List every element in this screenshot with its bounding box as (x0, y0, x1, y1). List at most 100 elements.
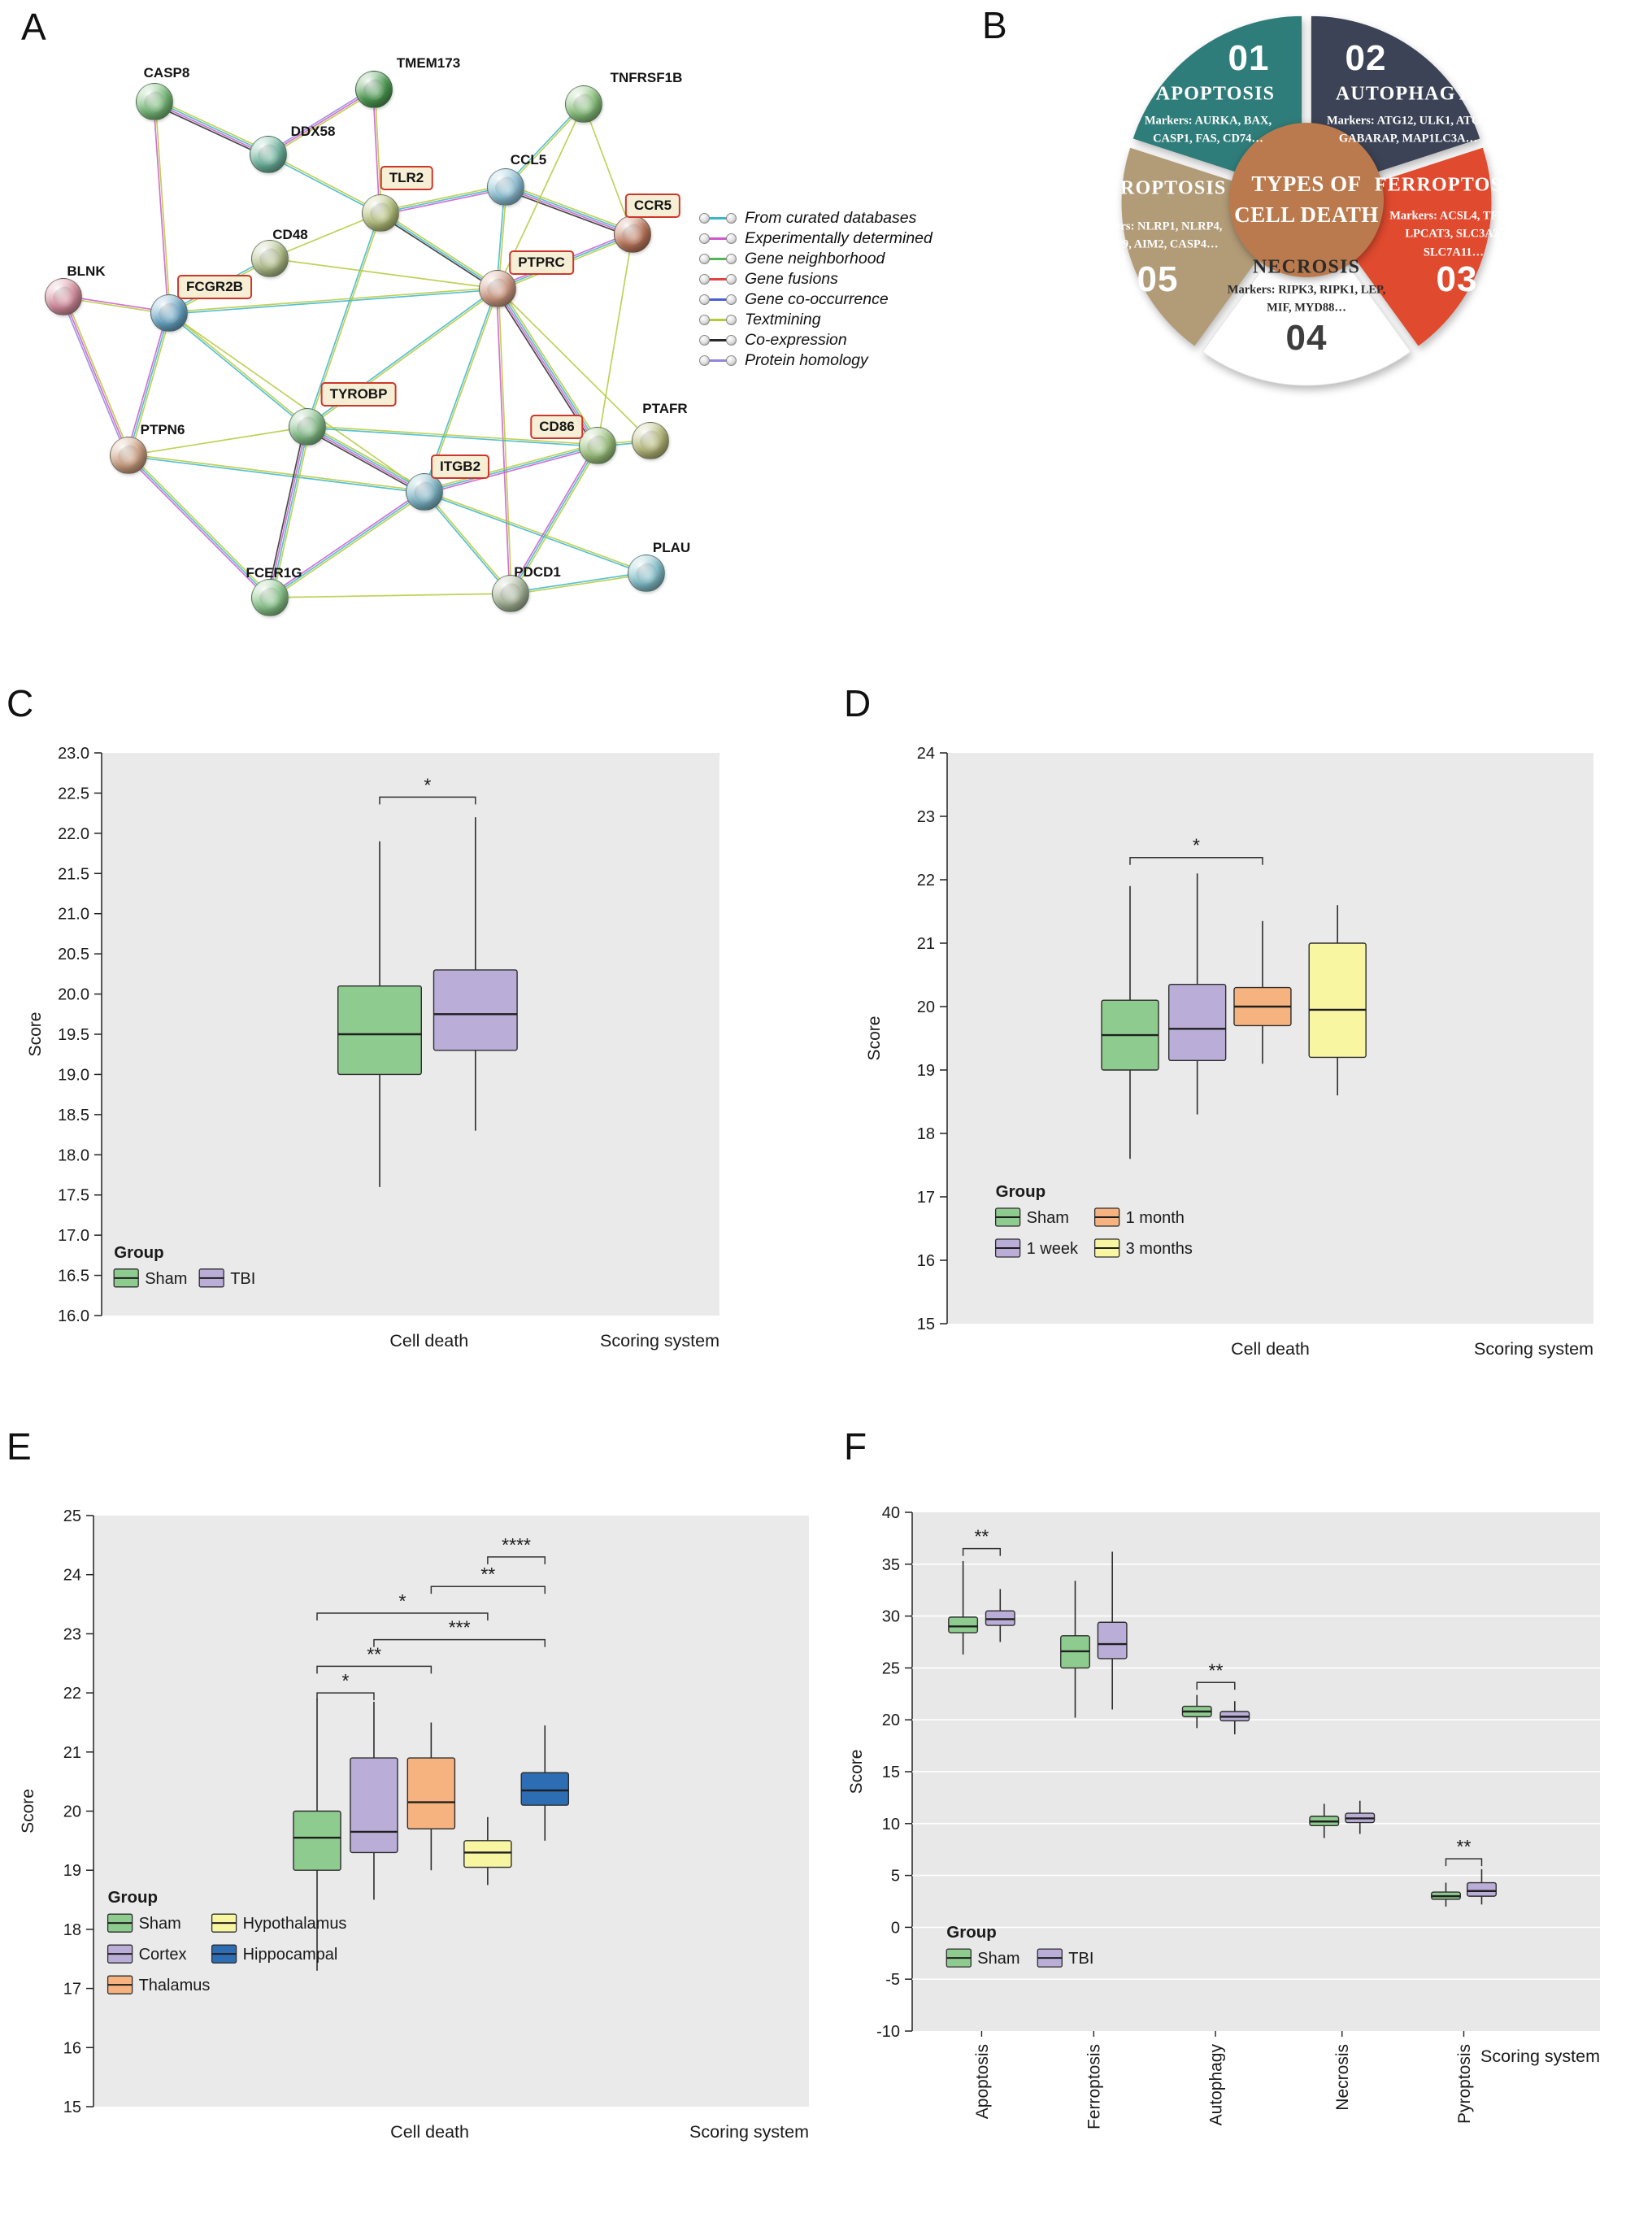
network-edge (305, 428, 424, 495)
y-axis-title: Score (26, 1012, 45, 1057)
y-tick-label: 15 (882, 1764, 900, 1781)
network-edge (380, 184, 506, 212)
y-tick-label: 20 (882, 1712, 900, 1729)
network-edge (169, 311, 309, 427)
network-edge (128, 455, 271, 598)
significance-bracket (379, 796, 476, 805)
network-node-TNFRSF1B (565, 85, 602, 123)
wheel-segment-05-markers: Markers: NLRP1, NLRP4, NLRP9, AIM2, CASP… (1086, 220, 1223, 251)
network-edge (267, 426, 307, 598)
network-node-FCER1G (251, 579, 289, 616)
network-edge (153, 103, 267, 159)
network-node-DDX58 (250, 136, 287, 173)
y-tick-label: 16 (63, 2039, 81, 2057)
significance-bracket (487, 1556, 546, 1564)
network-edge (63, 296, 129, 456)
network-edge (424, 490, 512, 594)
network-edge (511, 446, 600, 595)
network-node-label-TMEM173: TMEM173 (396, 55, 461, 71)
wheel-segment-01-title: APOPTOSIS (1155, 83, 1276, 105)
y-tick-label: -10 (876, 2023, 900, 2041)
y-axis: 16.0 16.5 17.0 17.5 18.0 18.5 19.0 19.5 20.0 20.5… (58, 745, 102, 1325)
wheel-svg (1121, 15, 1492, 386)
edge-type-legend-item: Protein homology (699, 350, 933, 371)
panel-label-e: E (7, 1425, 32, 1468)
network-node-label-BLNK: BLNK (67, 263, 106, 279)
network-node-PLAU (628, 555, 665, 592)
box-thalamus (406, 1757, 456, 1830)
cell-death-wheel-panel: 01 APOPTOSIS Markers: AURKA, BAX, CASP1,… (959, 5, 1652, 402)
wheel-segment-02-number: 02 (1345, 38, 1387, 78)
network-edge (270, 427, 310, 598)
edge-type-legend-item: Textmining (699, 310, 933, 330)
network-node-TYROBP (289, 408, 326, 446)
box-hypothalamus (463, 1840, 512, 1868)
legend-label: Sham (145, 1270, 187, 1288)
legend-title: Group (108, 1888, 159, 1907)
panel-label-d: D (844, 682, 872, 724)
y-tick-label: 24 (63, 1567, 81, 1585)
plot-background (947, 753, 1593, 1324)
network-edge (152, 102, 169, 314)
legend-label: 3 months (1126, 1240, 1193, 1258)
legend-label: Sham (1027, 1209, 1069, 1227)
boxplot-panel-e: 1516171819202122232425Score*************… (19, 1507, 809, 2142)
y-tick-label: 35 (882, 1556, 900, 1574)
y-tick-label: 19.0 (58, 1066, 89, 1084)
y-tick-label: 18.5 (58, 1107, 89, 1124)
network-edge (128, 453, 425, 492)
boxes (337, 817, 518, 1187)
wheel-wedge-necrosis (1202, 207, 1411, 386)
network-node-CASP8 (136, 83, 173, 120)
network-edge (270, 493, 426, 600)
edge-type-label: Gene fusions (745, 270, 838, 288)
network-node-label-TLR2: TLR2 (380, 166, 433, 190)
significance-label: * (424, 774, 431, 795)
network-edge (306, 427, 424, 494)
network-node-CCL5 (487, 168, 524, 206)
network-edge (424, 492, 646, 575)
y-tick-label: 21.0 (58, 906, 89, 924)
boxplot-panel-d: 15 16 17 18 19 20 21 22 23 24 Score * Cell death Scor… (865, 745, 1593, 1359)
network-edge (495, 289, 511, 594)
edge-type-icon (699, 233, 737, 244)
network-node-CCR5 (614, 215, 651, 253)
box-sham (337, 985, 423, 1076)
y-tick-label: -5 (885, 1971, 900, 1989)
network-node-label-CD86: CD86 (530, 415, 584, 439)
x-axis-label: Scoring system (600, 1331, 719, 1351)
network-node-label-PTPRC: PTPRC (509, 250, 574, 275)
network-edge (129, 313, 172, 456)
significance-label: * (342, 1670, 350, 1691)
edge-type-icon (699, 274, 737, 285)
network-edge (128, 312, 170, 456)
y-tick-label: 17 (917, 1189, 935, 1207)
legend-title: Group (996, 1182, 1046, 1201)
category-label: Pyroptosis (1455, 2044, 1474, 2124)
y-tick-label: 20 (63, 1803, 81, 1821)
edge-type-icon (699, 294, 737, 305)
wheel-center-circle (1229, 123, 1384, 277)
legend-label: Hippocampal (243, 1946, 338, 1964)
y-tick-label: 40 (882, 1504, 900, 1522)
network-edge (154, 100, 269, 154)
y-tick-label: 22.5 (58, 785, 89, 803)
y-tick-label: 10 (882, 1816, 900, 1833)
y-tick-label: 5 (891, 1868, 900, 1886)
significance-bracket (1196, 1681, 1236, 1690)
wheel-segment-01-markers: Markers: AURKA, BAX, CASP1, FAS, CD74… (1144, 114, 1272, 146)
edge-type-label: Gene neighborhood (745, 250, 885, 268)
edge-type-icon (699, 315, 737, 325)
chart-legend: Group Sham TBI (946, 1923, 1093, 1968)
y-axis: 15 16 17 18 19 20 21 22 23 24 25 (63, 1507, 94, 2116)
wheel-segment-03-title: FERROPTOSIS (1374, 174, 1524, 196)
significance-label: *** (449, 1617, 471, 1638)
significance-label: ** (974, 1526, 989, 1547)
wheel-segment-01-number: 01 (1228, 38, 1270, 78)
wheel-center-line1: TYPES OF (1251, 172, 1362, 197)
significance-label: **** (502, 1534, 531, 1555)
edge-type-label: Experimentally determined (745, 229, 933, 247)
legend-label: Hypothalamus (243, 1915, 347, 1933)
edge-type-label: Protein homology (745, 351, 868, 369)
network-edge (497, 288, 651, 441)
